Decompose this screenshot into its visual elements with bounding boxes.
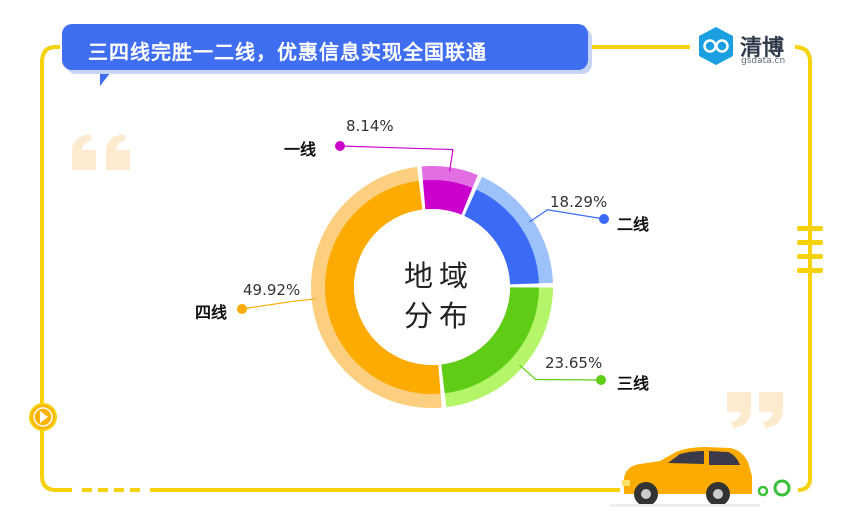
value-label-tier1: 8.14% bbox=[346, 117, 394, 135]
frame-dashes bbox=[82, 488, 140, 492]
donut-outer-slice-tier1 bbox=[421, 165, 478, 190]
play-icon bbox=[29, 403, 57, 431]
donut-outer-slice-tier3 bbox=[444, 287, 553, 408]
leader-dot-tier3 bbox=[596, 375, 606, 385]
center-label-line1: 地域 bbox=[404, 259, 475, 293]
category-label-tier4: 四线 bbox=[195, 303, 228, 322]
donut-slice-tier4 bbox=[325, 180, 441, 394]
category-label-tier2: 二线 bbox=[617, 215, 650, 234]
gsdata-logo-icon bbox=[699, 27, 733, 65]
leader-line-tier2 bbox=[528, 209, 605, 223]
close-quote-icon bbox=[727, 392, 783, 428]
logo-domain: gsdata.cn bbox=[741, 56, 786, 66]
banner-tail bbox=[100, 68, 114, 86]
title-banner bbox=[62, 24, 588, 70]
donut-slice-tier2 bbox=[464, 189, 539, 285]
green-dots-icon bbox=[757, 479, 791, 497]
donut-hole bbox=[354, 209, 510, 365]
frame-side-bars bbox=[797, 226, 823, 273]
value-label-tier3: 23.65% bbox=[545, 354, 603, 372]
car-illustration bbox=[610, 447, 760, 507]
leader-dot-tier4 bbox=[237, 304, 247, 314]
leader-dot-tier2 bbox=[599, 214, 609, 224]
donut-slice-tier3 bbox=[441, 287, 539, 394]
value-label-tier4: 49.92% bbox=[243, 281, 301, 299]
center-label-line2: 分布 bbox=[404, 299, 475, 333]
open-quote-icon bbox=[72, 134, 130, 170]
leader-line-tier4 bbox=[241, 298, 316, 310]
donut-slice-tier1 bbox=[422, 180, 473, 215]
chart-center-label: 地域 分布 bbox=[404, 256, 474, 336]
page-title: 三四线完胜一二线，优惠信息实现全国联通 bbox=[88, 40, 487, 64]
category-label-tier3: 三线 bbox=[617, 374, 650, 393]
logo-name: 清博 bbox=[740, 36, 785, 61]
frame-left-side bbox=[40, 45, 72, 492]
leader-line-tier1 bbox=[339, 145, 454, 172]
category-label-tier1: 一线 bbox=[284, 140, 317, 159]
leader-line-tier3 bbox=[518, 364, 602, 381]
leader-dot-tier1 bbox=[335, 141, 345, 151]
value-label-tier2: 18.29% bbox=[550, 193, 608, 211]
